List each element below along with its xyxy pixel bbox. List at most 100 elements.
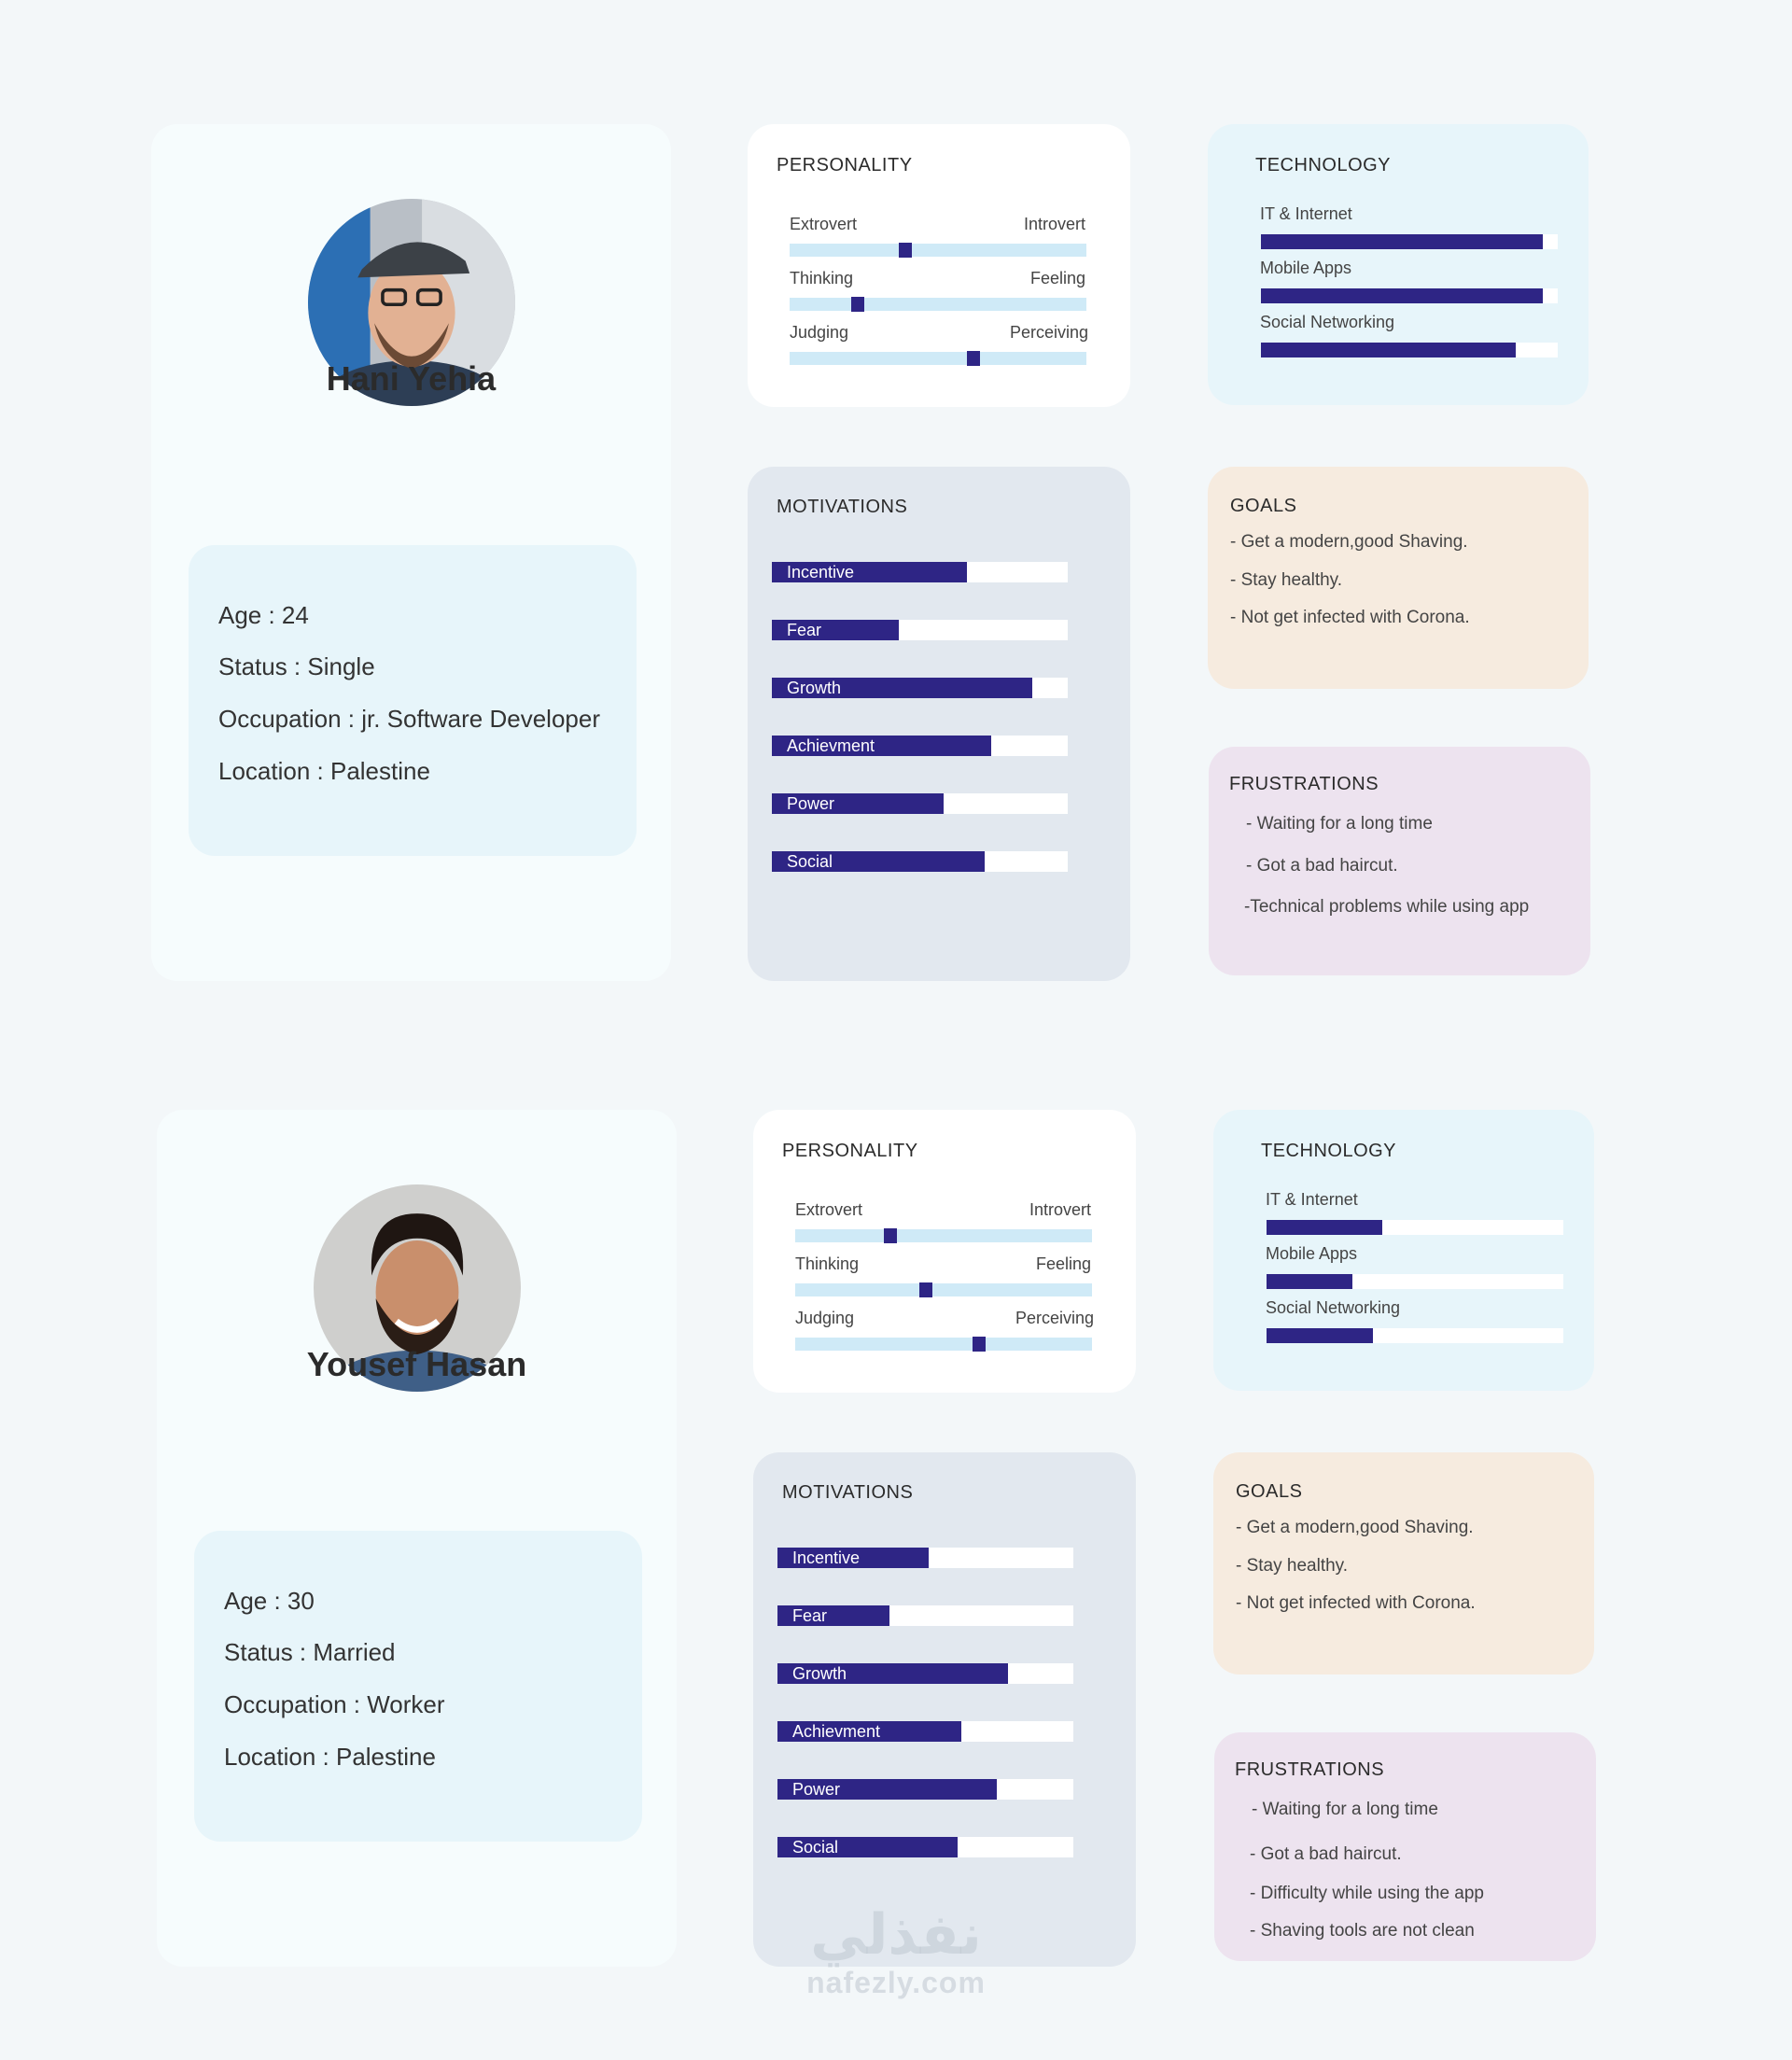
motivation-label: Fear: [787, 621, 822, 639]
frustration-item: - Waiting for a long time: [1246, 814, 1433, 834]
info-location: Location : Palestine: [224, 1743, 436, 1771]
tech-bar-fill: [1267, 1220, 1383, 1235]
motivation-label: Growth: [787, 679, 842, 697]
motivations-title: MOTIVATIONS: [777, 497, 908, 517]
goals-title: GOALS: [1230, 496, 1297, 516]
motivations-title: MOTIVATIONS: [782, 1482, 914, 1503]
tech-label: IT & Internet: [1266, 1190, 1358, 1209]
info-status: Status : Married: [224, 1638, 396, 1666]
motivation-bar: Social: [772, 851, 1068, 872]
frustration-item: - Waiting for a long time: [1252, 1800, 1438, 1819]
tech-bar: [1261, 343, 1558, 357]
frustration-item: -Technical problems while using app: [1244, 897, 1530, 917]
frustration-item: - Got a bad haircut.: [1250, 1844, 1402, 1864]
technology-card: TECHNOLOGY IT & Internet Mobile Apps Soc…: [1213, 1110, 1594, 1391]
scale-right-label: Introvert: [1029, 1200, 1091, 1219]
motivation-bar: Achievment: [772, 736, 1068, 756]
info-location: Location : Palestine: [218, 757, 430, 785]
avatar-photo-icon: [308, 199, 515, 406]
goals-title: GOALS: [1236, 1481, 1303, 1502]
personality-scale-track: [790, 243, 1086, 258]
motivation-bar: Achievment: [777, 1721, 1073, 1742]
personality-marker: [967, 351, 981, 366]
personality-scale-track: [795, 1228, 1092, 1243]
info-box: Age : 24 Status : Single Occupation : jr…: [189, 545, 637, 856]
scale-right-label: Feeling: [1035, 1254, 1091, 1273]
personality-title: PERSONALITY: [782, 1141, 918, 1161]
motivation-bar-fill: [777, 1663, 1009, 1684]
scale-left-label: Extrovert: [790, 215, 858, 233]
motivation-bar: Incentive: [777, 1548, 1073, 1568]
motivation-label: Social: [792, 1838, 839, 1857]
profile-card: Yousef Hasan Age : 30 Status : Married O…: [157, 1110, 677, 1967]
motivation-bar-fill: [777, 1605, 890, 1626]
motivation-bar: Social: [777, 1837, 1073, 1857]
goal-item: - Stay healthy.: [1236, 1556, 1349, 1576]
personality-title: PERSONALITY: [777, 155, 913, 175]
info-occupation: Occupation : Worker: [224, 1690, 445, 1718]
info-age: Age : 30: [224, 1587, 315, 1615]
motivation-bar-fill: [772, 793, 944, 814]
motivations-card: MOTIVATIONS Incentive Fear Growth Achiev…: [748, 467, 1130, 981]
personality-marker: [883, 1228, 897, 1243]
motivation-bar: Growth: [772, 678, 1068, 698]
motivation-bar-fill: [772, 678, 1032, 698]
frustrations-title: FRUSTRATIONS: [1229, 774, 1379, 794]
avatar: [308, 199, 515, 406]
motivation-bar: Fear: [772, 620, 1068, 640]
tech-bar-fill: [1261, 288, 1544, 303]
motivation-bar-fill: [777, 1548, 929, 1568]
scale-right-label: Introvert: [1023, 215, 1085, 233]
personality-card: PERSONALITY Extrovert Introvert Thinking…: [753, 1110, 1136, 1393]
scale-left-label: Judging: [790, 323, 849, 342]
frustrations-title: FRUSTRATIONS: [1235, 1759, 1385, 1780]
tech-bar: [1267, 1220, 1563, 1235]
frustrations-card: FRUSTRATIONS - Waiting for a long time -…: [1209, 747, 1590, 975]
motivation-bar: Fear: [777, 1605, 1073, 1626]
motivation-bar-fill: [772, 620, 900, 640]
motivation-bar-fill: [772, 562, 968, 582]
motivation-label: Fear: [792, 1606, 828, 1625]
tech-label: Social Networking: [1260, 313, 1395, 331]
persona-name: Yousef Hasan: [306, 1345, 527, 1383]
info-age: Age : 24: [218, 601, 309, 629]
tech-bar-fill: [1267, 1274, 1353, 1289]
goal-item: - Not get infected with Corona.: [1236, 1593, 1476, 1613]
persona-name: Hani Yehia: [326, 359, 497, 398]
scale-left-label: Judging: [795, 1309, 855, 1327]
personality-scale-track: [795, 1282, 1092, 1297]
scale-right-label: Feeling: [1029, 269, 1085, 287]
motivations-card: MOTIVATIONS Incentive Fear Growth Achiev…: [753, 1452, 1136, 1967]
frustration-item: - Shaving tools are not clean: [1250, 1921, 1475, 1941]
motivation-bar-fill: [772, 736, 991, 756]
goal-item: - Get a modern,good Shaving.: [1236, 1518, 1474, 1537]
motivation-label: Power: [792, 1780, 841, 1799]
info-occupation: Occupation : jr. Software Developer: [218, 705, 600, 733]
tech-label: IT & Internet: [1260, 204, 1352, 223]
avatar-photo-icon: [314, 1184, 521, 1392]
motivation-bar-fill: [772, 851, 986, 872]
motivation-bar: Power: [777, 1779, 1073, 1800]
goal-item: - Stay healthy.: [1230, 570, 1343, 590]
motivation-bar: Incentive: [772, 562, 1068, 582]
personality-card: PERSONALITY Extrovert Introvert Thinking…: [748, 124, 1130, 407]
technology-title: TECHNOLOGY: [1261, 1141, 1397, 1161]
motivation-bar-fill: [777, 1837, 959, 1857]
tech-bar: [1261, 234, 1558, 249]
scale-left-label: Thinking: [790, 269, 854, 287]
tech-bar-fill: [1261, 234, 1544, 249]
avatar: [314, 1184, 521, 1392]
watermark-latin: nafezly.com: [806, 1966, 986, 1999]
motivation-label: Social: [787, 852, 833, 871]
goals-card: GOALS - Get a modern,good Shaving. - Sta…: [1213, 1452, 1594, 1675]
tech-label: Mobile Apps: [1266, 1244, 1358, 1263]
motivation-label: Incentive: [792, 1549, 861, 1567]
motivation-bar-fill: [777, 1721, 961, 1742]
profile-card: Hani Yehia Age : 24 Status : Single Occu…: [151, 124, 671, 981]
personality-scale-track: [795, 1337, 1092, 1352]
tech-label: Mobile Apps: [1260, 259, 1352, 277]
goal-item: - Get a modern,good Shaving.: [1230, 532, 1468, 552]
frustrations-card: FRUSTRATIONS - Waiting for a long time -…: [1214, 1732, 1596, 1961]
info-status: Status : Single: [218, 652, 375, 680]
tech-bar: [1267, 1274, 1563, 1289]
